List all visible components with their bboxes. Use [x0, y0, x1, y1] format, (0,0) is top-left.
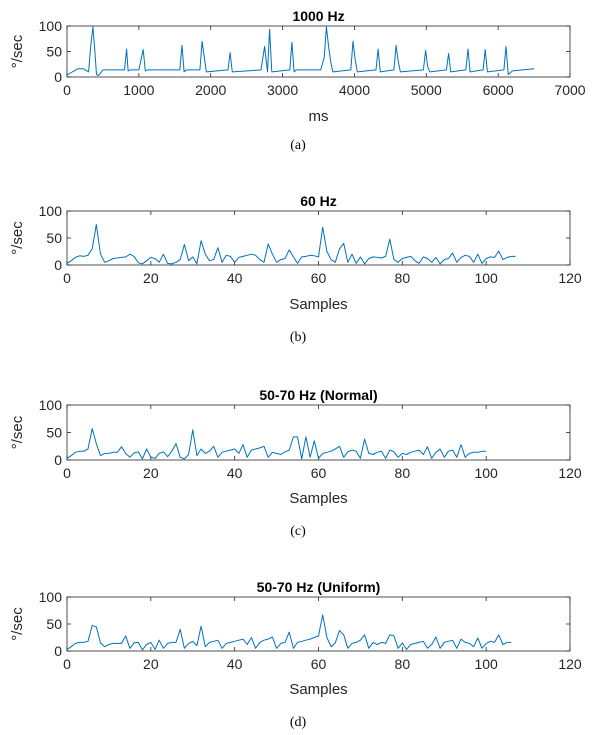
panel-b-xtick-label: 120	[558, 270, 582, 286]
panel-d-xtick-label: 100	[474, 656, 498, 672]
panel-b-xtick-label: 40	[227, 270, 243, 286]
panel-c-xtick-label: 40	[227, 465, 243, 481]
panel-b-xtick-label: 100	[474, 270, 498, 286]
panel-c-xtick-label: 60	[311, 465, 327, 481]
panel-a-xtick-label: 2000	[195, 82, 226, 98]
panel-d-axes-box	[66, 596, 571, 652]
panel-c-ytick-label: 100	[39, 397, 63, 413]
panel-b-xtick-label: 0	[63, 270, 71, 286]
panel-c-ytick-label: 50	[46, 425, 62, 441]
panel-b-xtick-label: 80	[395, 270, 411, 286]
panel-c-ylabel: °/sec	[9, 415, 26, 449]
panel-d: 50-70 Hz (Uniform) Samples °/sec (d) 0 20…	[9, 579, 582, 730]
panel-a-xlabel: ms	[309, 108, 329, 125]
panel-d-caption: (d)	[290, 715, 307, 730]
panel-c-xlabel: Samples	[289, 490, 347, 507]
panel-a-xtick-label: 4000	[339, 82, 370, 98]
panel-c-title: 50-70 Hz (Normal)	[259, 387, 377, 403]
panel-c-xtick-label: 80	[395, 465, 411, 481]
panel-b-ytick-label: 50	[46, 230, 62, 246]
panel-d-xtick-label: 120	[558, 656, 582, 672]
panel-d-xtick-label: 0	[63, 656, 71, 672]
panel-a-xtick-label: 0	[63, 82, 71, 98]
panel-a-xtick-label: 7000	[554, 82, 585, 98]
panel-b-xtick-label: 20	[143, 270, 159, 286]
panel-a-xtick-label: 1000	[123, 82, 154, 98]
panel-c-xtick-label: 120	[558, 465, 582, 481]
panel-d-ytick-label: 100	[39, 589, 63, 605]
panel-b-ylabel: °/sec	[9, 221, 26, 255]
panel-c-ytick-label: 0	[54, 452, 62, 468]
panel-d-ytick-label: 50	[46, 616, 62, 632]
panel-d-xlabel: Samples	[289, 681, 347, 698]
panel-a-xtick-label: 3000	[267, 82, 298, 98]
panel-d-xtick-label: 60	[311, 656, 327, 672]
panel-d-xtick-label: 40	[227, 656, 243, 672]
panel-b-title: 60 Hz	[300, 193, 337, 209]
panel-a-title: 1000 Hz	[292, 8, 344, 24]
panel-d-ytick-label: 0	[54, 643, 62, 659]
panel-c-caption: (c)	[290, 524, 306, 539]
panel-b-caption: (b)	[290, 330, 307, 345]
panel-c-series-line	[66, 428, 487, 460]
panel-b-ytick-label: 0	[54, 257, 62, 273]
panel-a-ytick-label: 50	[46, 44, 62, 60]
panel-c-xtick-label: 100	[474, 465, 498, 481]
panel-c-xtick-label: 0	[63, 465, 71, 481]
panel-b: 60 Hz Samples °/sec (b) 0 20 40 60 80 100 120 0…	[9, 193, 582, 345]
panel-b-series-line	[66, 224, 516, 265]
panel-d-xtick-label: 80	[395, 656, 411, 672]
panel-d-xtick-label: 20	[143, 656, 159, 672]
panel-a-series-line	[66, 26, 535, 76]
panel-d-ylabel: °/sec	[9, 607, 26, 641]
panel-a-caption: (a)	[290, 138, 306, 153]
panel-a-xtick-label: 5000	[411, 82, 442, 98]
panel-c: 50-70 Hz (Normal) Samples °/sec (c) 0 20 4…	[9, 387, 582, 539]
panel-b-xlabel: Samples	[289, 296, 347, 313]
panel-a-ytick-label: 100	[39, 18, 63, 34]
panel-b-xtick-label: 60	[311, 270, 327, 286]
panel-a: 1000 Hz ms °/sec (a) 0 1000 2000 3000 4000 50…	[9, 8, 586, 153]
panel-b-ytick-label: 100	[39, 203, 63, 219]
panel-c-xtick-label: 20	[143, 465, 159, 481]
panel-a-ylabel: °/sec	[9, 34, 26, 68]
panel-d-title: 50-70 Hz (Uniform)	[257, 579, 381, 595]
panel-a-ytick-label: 0	[54, 69, 62, 85]
panel-c-axes-box	[66, 404, 571, 461]
panel-a-xtick-label: 6000	[483, 82, 514, 98]
panel-d-series-line	[66, 614, 512, 651]
